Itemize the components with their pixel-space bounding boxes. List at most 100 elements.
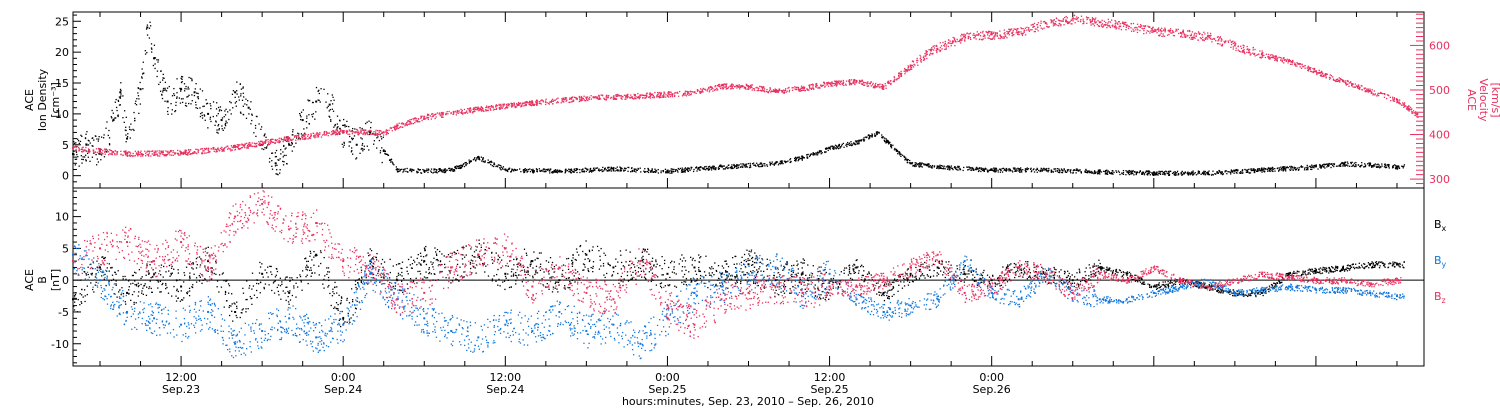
data-point: [1377, 163, 1379, 165]
data-point: [1258, 169, 1261, 171]
data-point: [1128, 173, 1131, 176]
data-point: [1020, 170, 1022, 172]
data-point: [385, 129, 387, 132]
data-point: [731, 164, 733, 166]
data-point: [1176, 170, 1179, 172]
data-point: [749, 166, 751, 169]
data-point: [820, 150, 822, 152]
data-point: [1085, 168, 1087, 171]
data-point: [1051, 19, 1053, 21]
data-point: [973, 169, 975, 171]
data-point: [1154, 174, 1157, 176]
data-point: [1029, 168, 1032, 170]
data-point: [1055, 17, 1058, 19]
data-point: [1112, 173, 1114, 175]
data-point: [1253, 170, 1256, 173]
data-point: [342, 124, 345, 127]
data-point: [704, 169, 707, 171]
data-point: [914, 165, 916, 168]
data-point: [503, 103, 506, 105]
data-point: [1130, 27, 1132, 29]
data-point: [761, 89, 763, 91]
data-point: [658, 91, 660, 94]
data-point: [1164, 28, 1167, 31]
data-point: [438, 168, 440, 170]
data-point: [787, 87, 789, 89]
data-point: [1249, 54, 1251, 56]
data-point: [1134, 27, 1136, 29]
data-point: [1395, 98, 1398, 101]
data-point: [564, 97, 567, 99]
data-point: [1179, 31, 1182, 34]
data-point: [830, 82, 832, 84]
data-point: [491, 161, 493, 164]
data-point: [1154, 173, 1156, 175]
data-point: [1353, 162, 1356, 164]
data-point: [454, 165, 457, 168]
data-point: [1220, 38, 1223, 40]
data-point: [1343, 81, 1345, 83]
data-point: [1363, 87, 1365, 89]
data-point: [1186, 172, 1188, 174]
data-point: [1093, 25, 1096, 27]
data-point: [982, 35, 984, 38]
data-point: [529, 103, 532, 105]
data-point: [797, 156, 799, 158]
data-point: [720, 84, 723, 87]
data-point: [1318, 69, 1320, 71]
data-point: [987, 170, 990, 172]
data-point: [1265, 53, 1267, 55]
data-point: [649, 92, 651, 94]
data-point: [850, 141, 852, 143]
data-point: [518, 168, 521, 170]
data-point: [1242, 44, 1244, 46]
data-point: [817, 152, 819, 154]
data-point: [570, 168, 572, 170]
data-point: [119, 88, 122, 91]
data-point: [111, 109, 113, 112]
data-point: [927, 163, 929, 165]
data-point: [903, 70, 905, 72]
data-point: [234, 148, 237, 151]
data-point: [1098, 172, 1100, 174]
data-point: [146, 151, 148, 153]
data-point: [1352, 86, 1354, 88]
data-point: [608, 170, 610, 172]
data-point: [954, 45, 956, 47]
data-point: [623, 170, 625, 172]
data-point: [314, 135, 316, 137]
data-point: [300, 133, 303, 135]
data-point: [201, 152, 204, 155]
data-point: [885, 140, 887, 143]
data-point: [1285, 168, 1287, 170]
data-point: [1037, 22, 1040, 24]
data-point: [336, 129, 338, 132]
data-point: [1250, 169, 1252, 172]
data-point: [977, 170, 980, 173]
data-point: [951, 167, 954, 170]
data-point: [270, 152, 273, 154]
data-point: [478, 110, 480, 112]
data-point: [833, 80, 836, 82]
data-point: [313, 136, 315, 138]
data-point: [524, 101, 527, 104]
data-point: [84, 149, 86, 151]
data-point: [1003, 37, 1006, 39]
data-point: [895, 148, 897, 151]
data-point: [906, 70, 908, 73]
data-point: [161, 97, 164, 100]
data-point: [474, 157, 476, 159]
data-point: [293, 135, 296, 137]
data-point: [1369, 88, 1371, 90]
data-point: [1224, 41, 1227, 43]
data-point: [733, 163, 735, 166]
data-point: [736, 164, 738, 166]
data-point: [1127, 172, 1130, 175]
data-point: [1366, 90, 1369, 92]
data-point: [1410, 109, 1412, 111]
data-point: [1221, 171, 1223, 173]
data-point: [278, 159, 280, 161]
data-point: [1006, 30, 1008, 33]
data-point: [684, 92, 686, 94]
